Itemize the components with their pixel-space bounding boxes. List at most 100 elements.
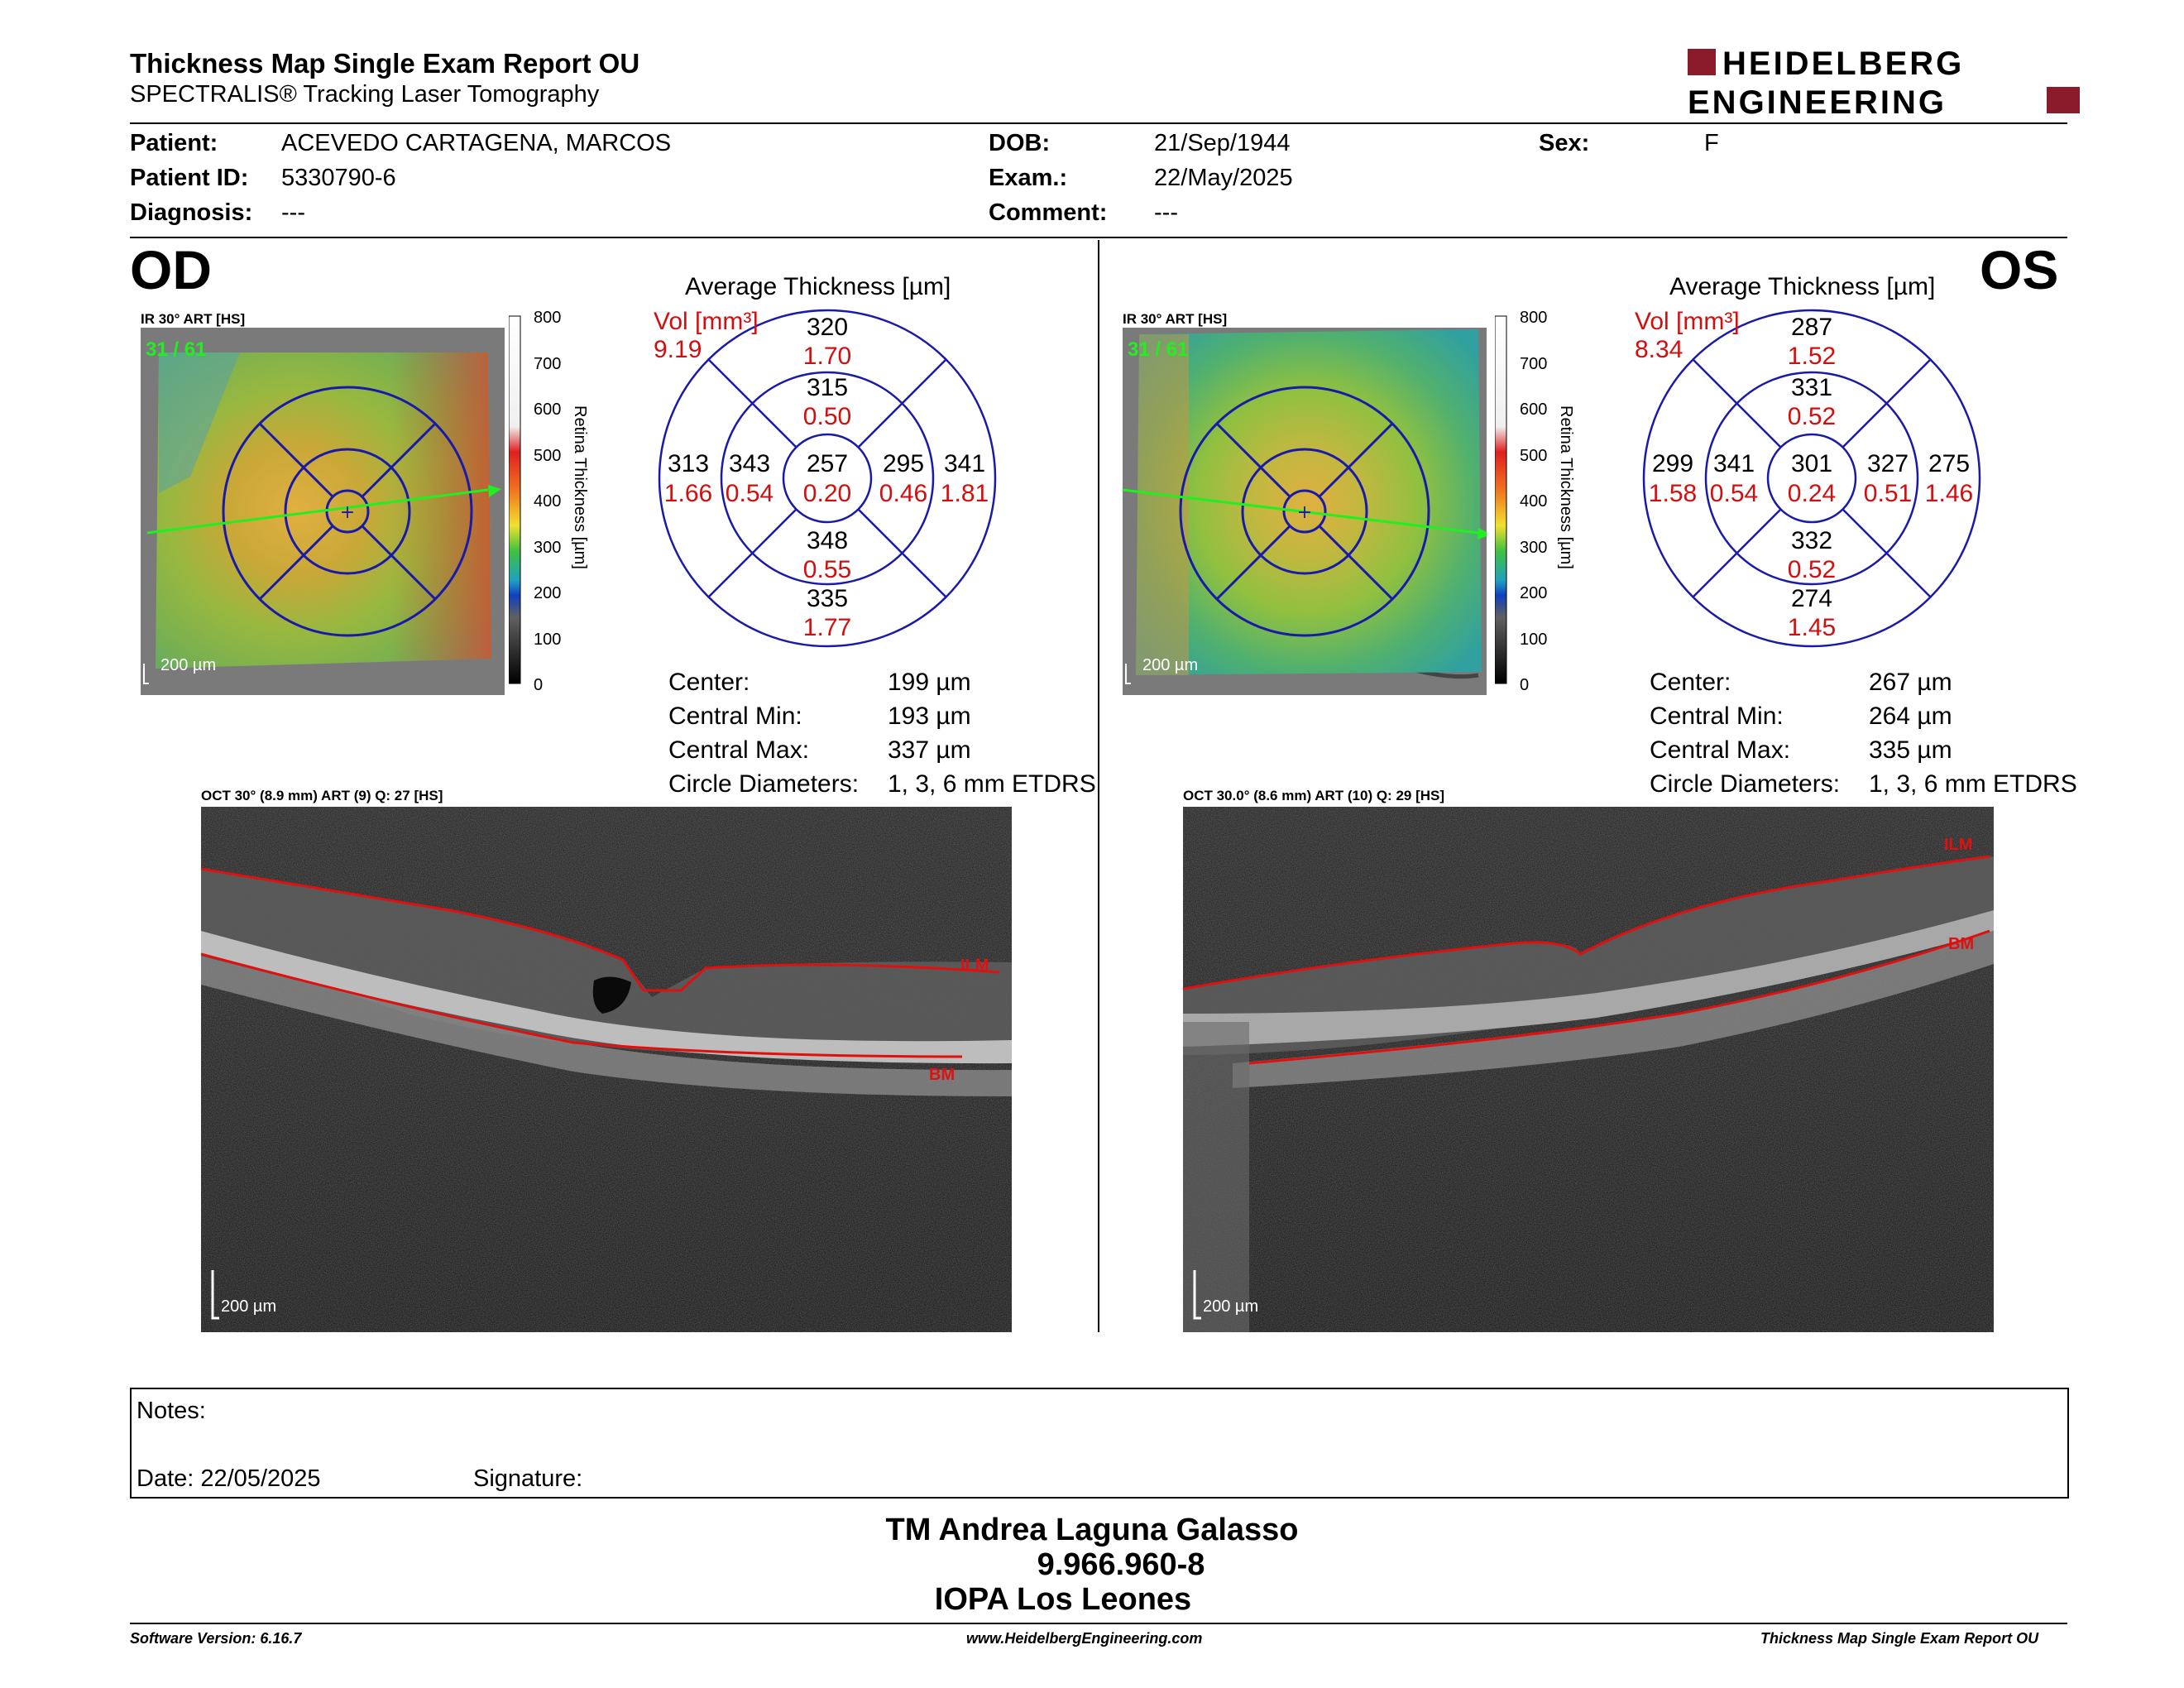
od-oct-scale: 200 µm: [221, 1297, 276, 1316]
os-center-value: 267 µm: [1869, 669, 1952, 696]
od-oct-label: OCT 30° (8.9 mm) ART (9) Q: 27 [HS]: [201, 788, 443, 803]
od-frames: 31 / 61: [146, 338, 206, 361]
os-outer-top-thickness: 287: [1791, 314, 1832, 341]
heidelberg-logo: HEIDELBERG ENGINEERING: [1688, 46, 2080, 118]
footer-website-link[interactable]: www.HeidelbergEngineering.com: [966, 1630, 1203, 1647]
od-outer-bottom-vol: 1.77: [803, 614, 851, 641]
exam-label: Exam.:: [989, 165, 1068, 191]
od-inner-left-thickness: 343: [729, 450, 770, 477]
os-vol-label: Vol [mm³]: [1635, 308, 1740, 335]
os-diam-value: 1, 3, 6 mm ETDRS: [1869, 770, 2077, 798]
os-diam-label: Circle Diameters:: [1650, 770, 1841, 798]
os-center-thickness: 301: [1791, 450, 1832, 477]
notes-date: Date: 22/05/2025: [136, 1465, 321, 1492]
cbar-tick-100: 100: [534, 631, 561, 649]
od-center-label: Center:: [668, 669, 750, 696]
dob-value: 21/Sep/1944: [1154, 130, 1291, 156]
sex-label: Sex:: [1539, 130, 1590, 156]
os-inner-left-thickness: 341: [1713, 450, 1755, 477]
svg-text:+: +: [1297, 502, 1312, 523]
logo-line2: ENGINEERING: [1688, 84, 1947, 118]
od-max-label: Central Max:: [668, 736, 810, 764]
od-outer-top-vol: 1.70: [803, 343, 851, 370]
od-diam-label: Circle Diameters:: [668, 770, 860, 798]
od-ir-label: IR 30° ART [HS]: [141, 311, 246, 327]
od-outer-right-thickness: 341: [944, 450, 985, 477]
os-cbar-tick-200: 200: [1520, 584, 1547, 602]
os-etdrs-grid: 287 1.52 331 0.52 301 0.24 341 0.54 327 …: [1642, 309, 1981, 648]
patient-name: ACEVEDO CARTAGENA, MARCOS: [281, 130, 672, 156]
os-inner-right-thickness: 327: [1867, 450, 1909, 477]
notes-label: Notes:: [136, 1398, 206, 1424]
os-outer-top-vol: 1.52: [1788, 343, 1836, 370]
os-thickness-colorbar: 800 700 600 500 400 300 200 100 0 Retina…: [1495, 309, 1575, 694]
exam-value: 22/May/2025: [1154, 165, 1293, 191]
svg-text:+: +: [340, 502, 355, 523]
os-ir-scale: 200 µm: [1142, 656, 1198, 674]
os-cbar-tick-600: 600: [1520, 400, 1547, 419]
cbar-tick-400: 400: [534, 492, 561, 511]
report-title: Thickness Map Single Exam Report OU: [130, 48, 640, 79]
od-ir-scale: 200 µm: [160, 656, 216, 674]
report-subtitle: SPECTRALIS® Tracking Laser Tomography: [130, 81, 600, 108]
cbar-label: Retina Thickness [µm]: [571, 405, 589, 569]
od-etdrs-grid: 320 1.70 315 0.50 257 0.20 343 0.54 295 …: [658, 309, 997, 648]
od-inner-top-thickness: 315: [807, 374, 848, 401]
footer-software-version: Software Version: 6.16.7: [130, 1630, 302, 1647]
od-center-vol: 0.20: [803, 480, 851, 507]
od-inner-bottom-vol: 0.55: [803, 556, 851, 583]
comment-value: ---: [1154, 199, 1178, 226]
os-outer-right-thickness: 275: [1928, 450, 1970, 477]
od-center-value: 199 µm: [888, 669, 971, 696]
os-max-label: Central Max:: [1650, 736, 1791, 764]
eye-divider: [1098, 240, 1099, 1332]
cbar-tick-600: 600: [534, 400, 561, 419]
os-outer-right-vol: 1.46: [1925, 480, 1973, 507]
od-diam-value: 1, 3, 6 mm ETDRS: [888, 770, 1096, 798]
od-outer-left-vol: 1.66: [664, 480, 712, 507]
os-outer-left-thickness: 299: [1652, 450, 1693, 477]
os-oct-bscan: ILM BM 200 µm: [1183, 807, 1994, 1332]
sex-value: F: [1704, 130, 1719, 156]
cbar-tick-800: 800: [534, 309, 561, 327]
od-eye-label: OD: [130, 239, 212, 300]
cbar-tick-700: 700: [534, 355, 561, 373]
od-max-value: 337 µm: [888, 736, 971, 764]
od-center-thickness: 257: [807, 450, 848, 477]
od-thickness-colorbar: 800 700 600 500 400 300 200 100 0 Retina…: [509, 309, 589, 694]
notes-box[interactable]: Notes: Date: 22/05/2025 Signature:: [130, 1388, 2069, 1499]
os-ir-label: IR 30° ART [HS]: [1123, 311, 1228, 327]
os-outer-left-vol: 1.58: [1649, 480, 1697, 507]
os-inner-top-vol: 0.52: [1788, 403, 1836, 430]
os-cbar-tick-800: 800: [1520, 309, 1547, 327]
os-cbar-tick-500: 500: [1520, 447, 1547, 465]
od-avg-title: Average Thickness [µm]: [685, 273, 951, 300]
os-inner-left-vol: 0.54: [1710, 480, 1758, 507]
od-inner-top-vol: 0.50: [803, 403, 851, 430]
cbar-tick-200: 200: [534, 584, 561, 602]
od-outer-top-thickness: 320: [807, 314, 848, 341]
os-max-value: 335 µm: [1869, 736, 1952, 764]
od-vol-total: 9.19: [654, 336, 702, 363]
cbar-tick-300: 300: [534, 539, 561, 557]
dob-label: DOB:: [989, 130, 1051, 156]
signature-label: Signature:: [473, 1465, 583, 1492]
os-inner-bottom-vol: 0.52: [1788, 556, 1836, 583]
os-outer-bottom-vol: 1.45: [1788, 614, 1836, 641]
os-inner-right-vol: 0.51: [1864, 480, 1912, 507]
od-oct-bscan: ILM BM 200 µm: [201, 807, 1012, 1332]
od-outer-bottom-thickness: 335: [807, 585, 848, 612]
patient-id: 5330790-6: [281, 165, 396, 191]
cbar-tick-0: 0: [534, 676, 543, 694]
signer-institution: IOPA Los Leones: [934, 1582, 1192, 1617]
od-vol-label: Vol [mm³]: [654, 308, 759, 335]
patient-label: Patient:: [130, 130, 218, 156]
os-center-label: Center:: [1650, 669, 1731, 696]
os-min-value: 264 µm: [1869, 703, 1952, 730]
od-inner-right-vol: 0.46: [879, 480, 927, 507]
logo-line1: HEIDELBERG: [1722, 46, 1964, 82]
od-inner-left-vol: 0.54: [726, 480, 774, 507]
od-bm-label: BM: [929, 1066, 955, 1084]
od-outer-right-vol: 1.81: [941, 480, 989, 507]
os-cbar-tick-100: 100: [1520, 631, 1547, 649]
